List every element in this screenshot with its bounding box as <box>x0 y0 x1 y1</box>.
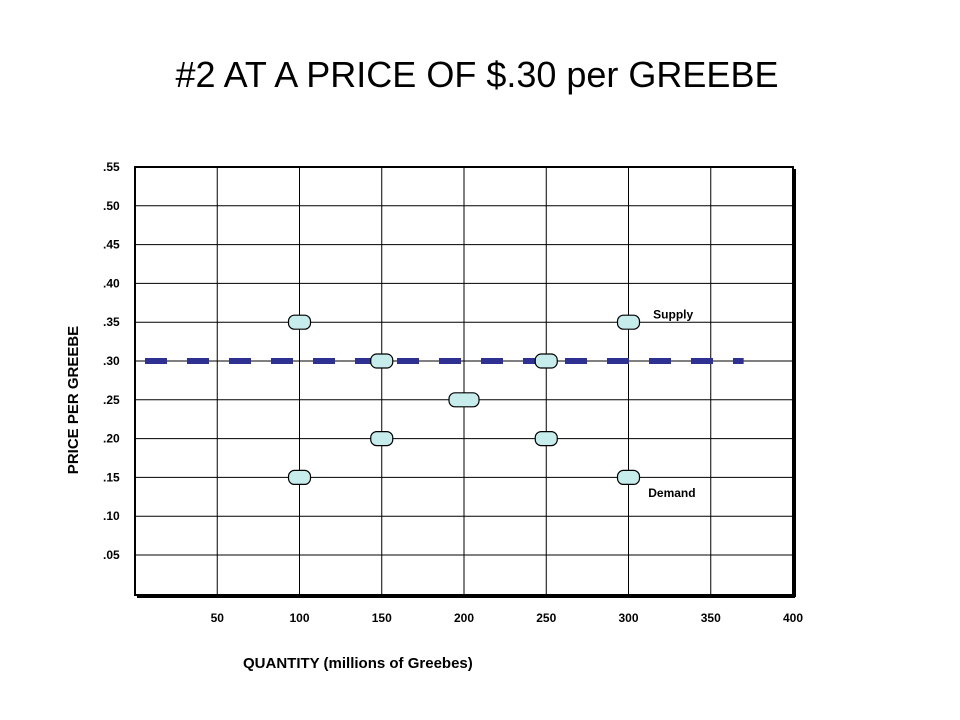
slide-title: #2 AT A PRICE OF $.30 per GREEBE <box>175 54 779 95</box>
x-tick-label: 250 <box>536 611 556 625</box>
data-point-marker <box>370 431 394 447</box>
y-tick-label: .10 <box>103 509 120 523</box>
data-point-marker <box>534 353 558 369</box>
y-tick-label: .25 <box>103 393 120 407</box>
x-axis-label: QUANTITY (millions of Greebes) <box>243 655 473 672</box>
y-tick-label: .05 <box>103 548 120 562</box>
y-tick-label: .35 <box>103 315 120 329</box>
y-axis-label: PRICE PER GREEBE <box>65 326 82 474</box>
y-tick-label: .20 <box>103 432 120 446</box>
x-tick-label: 100 <box>289 611 309 625</box>
y-tick-label: .55 <box>103 160 120 174</box>
annotation-supply: Supply <box>653 307 693 321</box>
data-point-marker <box>534 431 558 447</box>
x-tick-label: 400 <box>783 611 803 625</box>
y-tick-label: .40 <box>103 276 120 290</box>
data-point-marker <box>448 392 480 408</box>
y-tick-label: .50 <box>103 199 120 213</box>
data-point-marker <box>370 353 394 369</box>
annotation-demand: Demand <box>648 486 695 500</box>
x-tick-label: 150 <box>372 611 392 625</box>
y-tick-labels: .05 .10 .15 .20 .25 .30 .35 .40 .45 .50 .55 <box>103 160 120 562</box>
y-tick-label: .30 <box>103 354 120 368</box>
y-tick-label: .15 <box>103 470 120 484</box>
annotations: Supply Demand <box>648 307 695 499</box>
x-tick-label: 300 <box>618 611 638 625</box>
x-tick-label: 350 <box>701 611 721 625</box>
data-point-marker <box>287 469 312 485</box>
grid <box>135 166 793 595</box>
data-point-marker <box>287 314 312 330</box>
plot-frame <box>134 166 794 596</box>
x-tick-labels: 50 100 150 200 250 300 350 400 <box>211 611 804 625</box>
plot-frame-shadow <box>137 169 796 598</box>
x-tick-label: 200 <box>454 611 474 625</box>
y-tick-label: .45 <box>103 238 120 252</box>
data-markers <box>287 314 641 485</box>
data-point-marker <box>616 469 641 485</box>
data-point-marker <box>616 314 641 330</box>
x-tick-label: 50 <box>211 611 225 625</box>
